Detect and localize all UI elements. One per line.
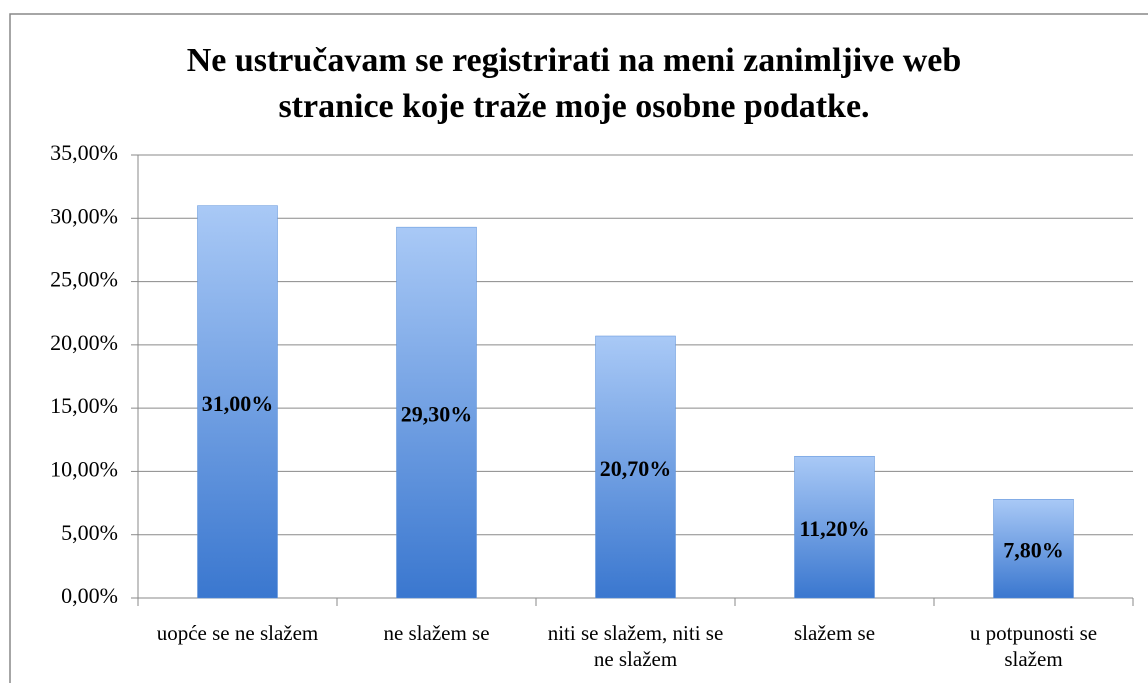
y-tick-label: 25,00% [50,267,118,292]
y-tick-label: 10,00% [50,456,118,481]
data-label: 31,00% [202,391,274,416]
chart-title: Ne ustručavam se registrirati na meni za… [186,42,962,125]
x-tick-label: uopće se ne slažem [156,621,319,645]
x-tick-label: u potpunosti se slažem [969,621,1098,671]
bar [595,335,676,599]
bar [794,455,875,599]
x-tick-label: ne slažem se [383,621,490,645]
y-tick-label: 20,00% [50,330,118,355]
data-label: 20,70% [600,456,672,481]
x-tick-label: niti se slažem, niti se ne slažem [547,621,724,671]
y-tick-label: 5,00% [61,520,118,545]
data-label: 11,20% [799,516,869,541]
y-tick-label: 35,00% [50,140,118,165]
y-tick-label: 30,00% [50,203,118,228]
bar [396,226,477,599]
bar [197,205,278,599]
bar [993,499,1074,599]
chart-frame [9,13,1148,683]
y-tick-label: 15,00% [50,393,118,418]
x-tick-label: slažem se [793,621,876,645]
data-label: 7,80% [1003,538,1064,563]
y-tick-label: 0,00% [61,583,118,608]
data-label: 29,30% [401,402,473,427]
